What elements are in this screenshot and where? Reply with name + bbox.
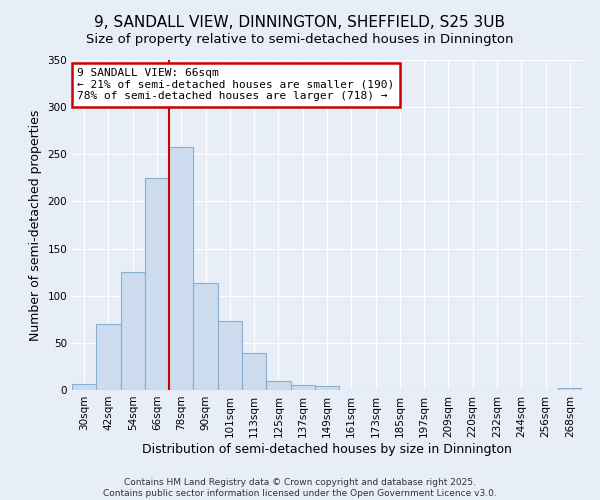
Bar <box>218 321 242 390</box>
Bar <box>193 284 218 390</box>
Bar <box>145 178 169 390</box>
Text: 9, SANDALL VIEW, DINNINGTON, SHEFFIELD, S25 3UB: 9, SANDALL VIEW, DINNINGTON, SHEFFIELD, … <box>95 15 505 30</box>
Y-axis label: Number of semi-detached properties: Number of semi-detached properties <box>29 110 42 340</box>
Bar <box>266 380 290 390</box>
Text: Size of property relative to semi-detached houses in Dinnington: Size of property relative to semi-detach… <box>86 32 514 46</box>
Text: Contains HM Land Registry data © Crown copyright and database right 2025.
Contai: Contains HM Land Registry data © Crown c… <box>103 478 497 498</box>
X-axis label: Distribution of semi-detached houses by size in Dinnington: Distribution of semi-detached houses by … <box>142 442 512 456</box>
Bar <box>169 146 193 390</box>
Text: 9 SANDALL VIEW: 66sqm
← 21% of semi-detached houses are smaller (190)
78% of sem: 9 SANDALL VIEW: 66sqm ← 21% of semi-deta… <box>77 68 394 102</box>
Bar <box>290 386 315 390</box>
Bar <box>558 388 582 390</box>
Bar <box>96 324 121 390</box>
Bar <box>242 353 266 390</box>
Bar <box>121 272 145 390</box>
Bar <box>315 386 339 390</box>
Bar <box>72 384 96 390</box>
